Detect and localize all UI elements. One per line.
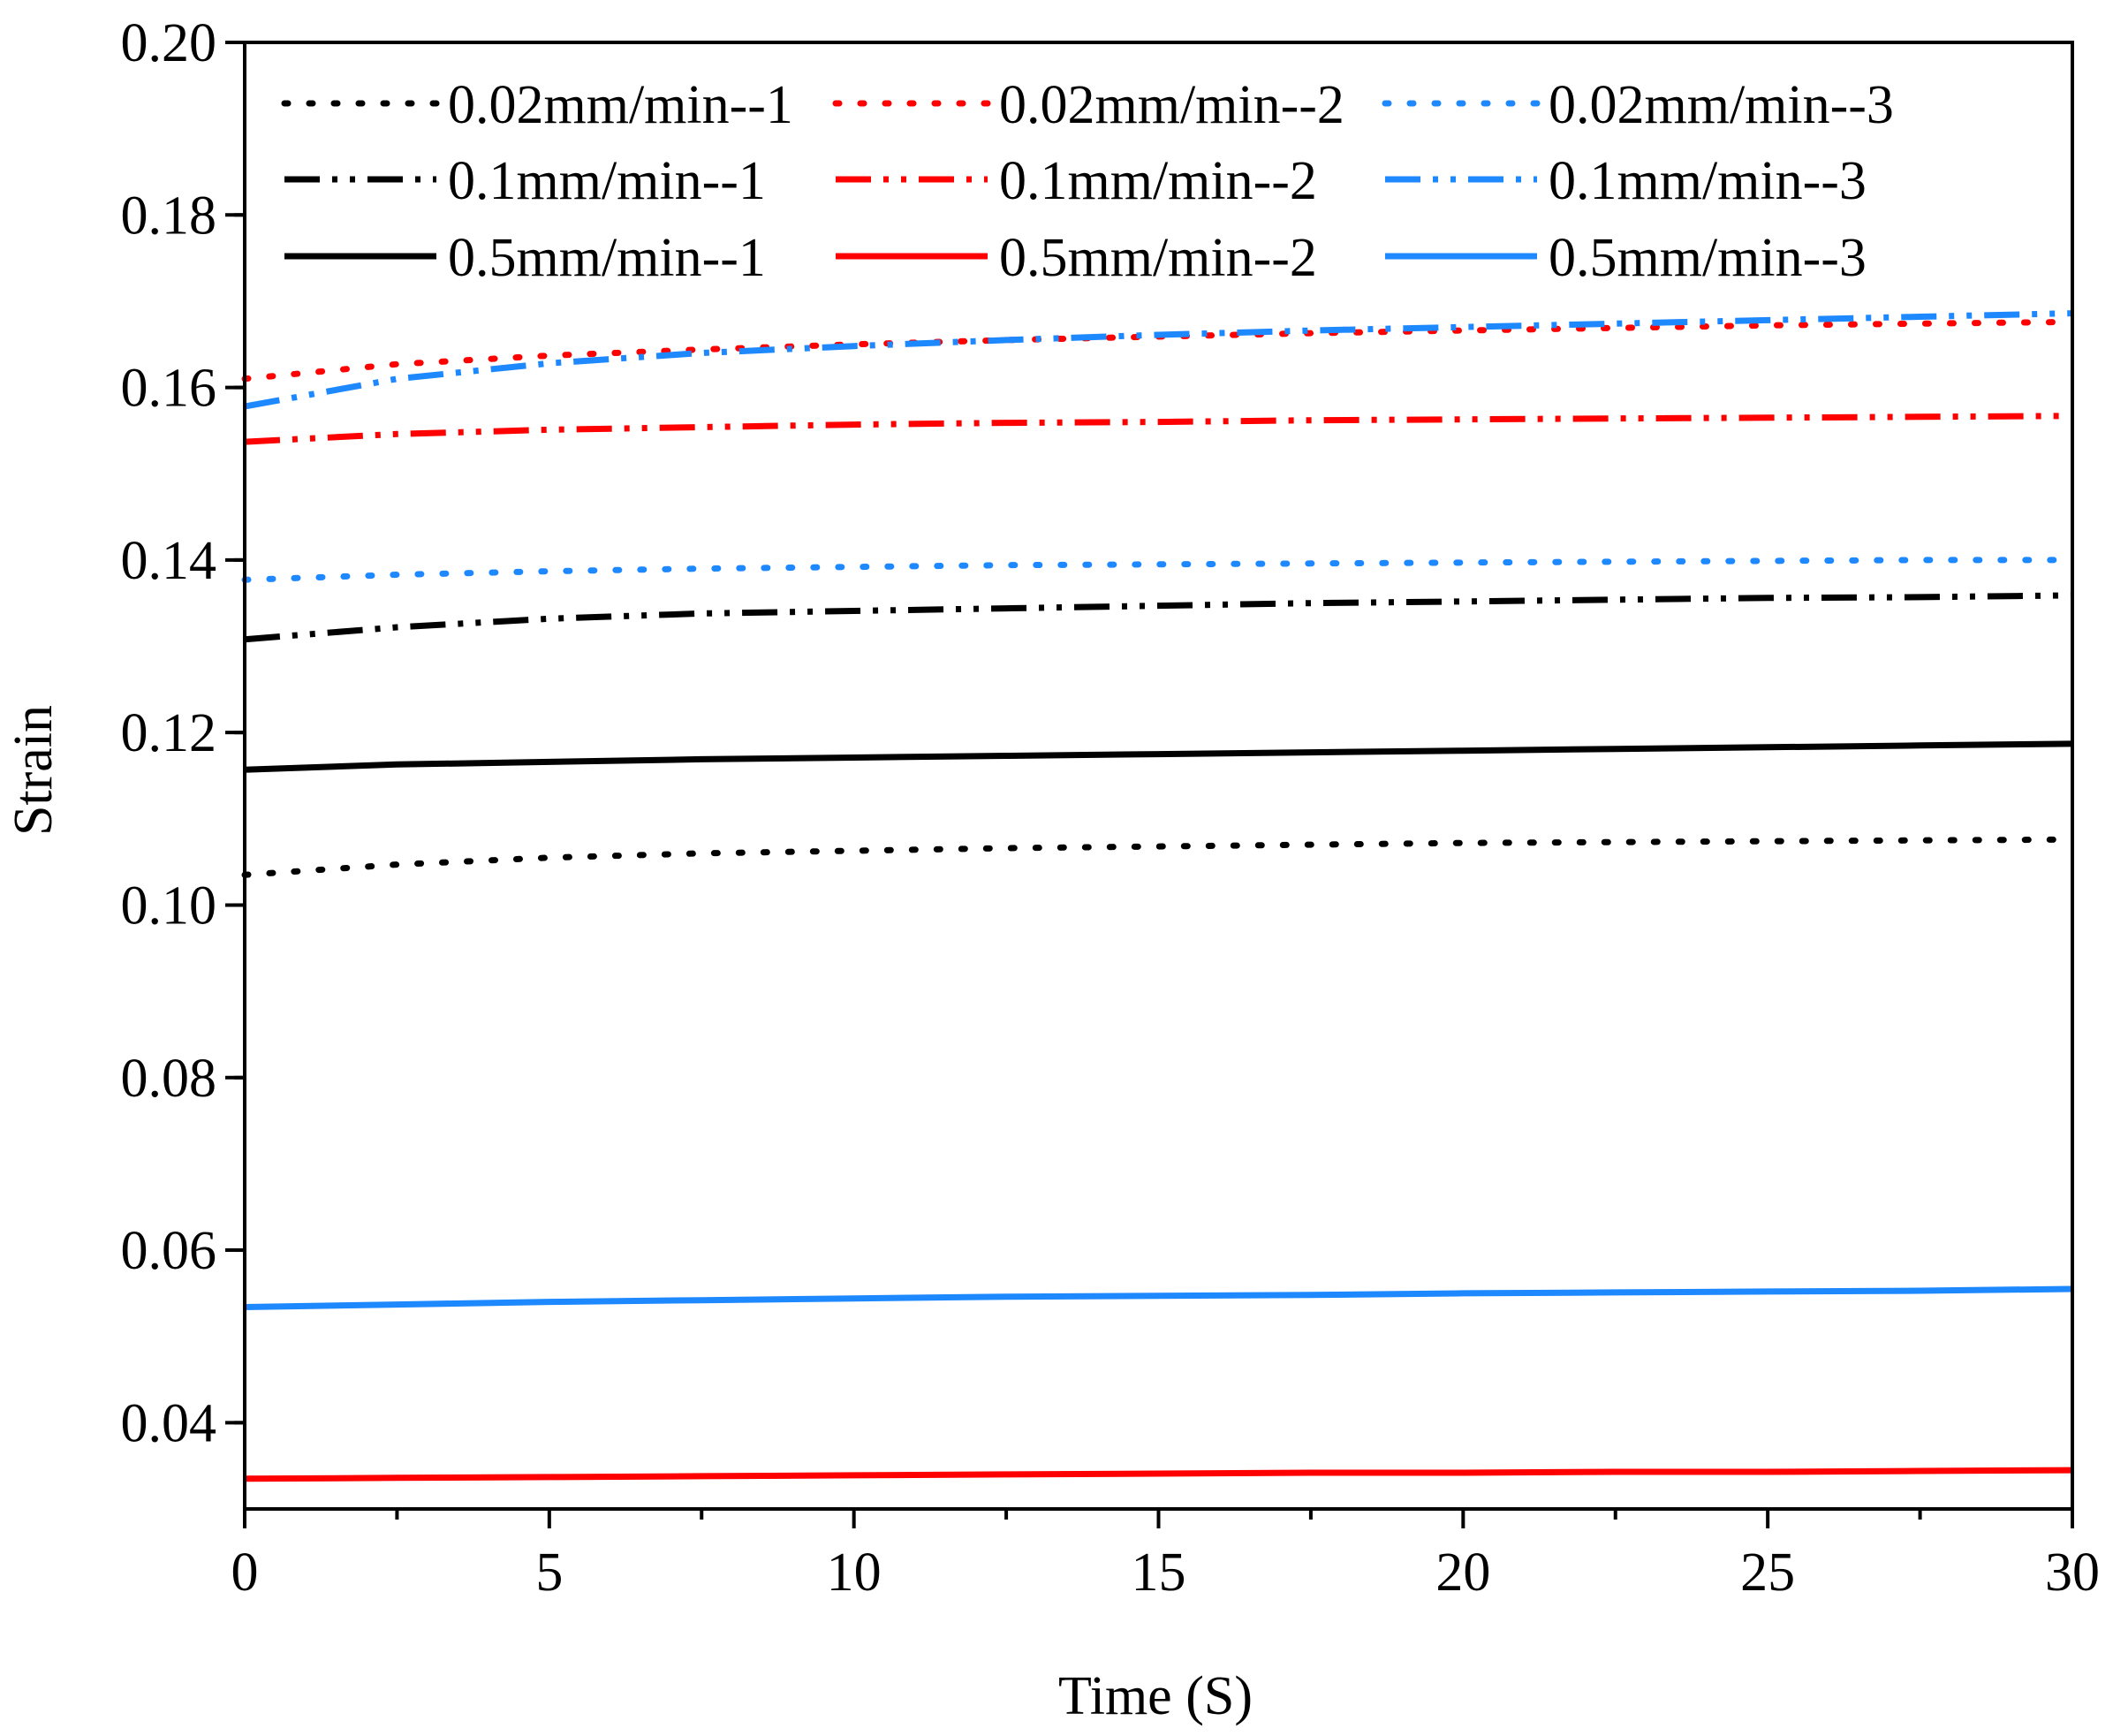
series-line-9 (244, 1285, 2073, 1310)
series-line-8 (244, 1467, 2073, 1482)
x-axis-title: Time (S) (1058, 1666, 1253, 1726)
legend-label-8: 0.5mm/min--2 (999, 228, 1317, 288)
x-tick-label: 20 (1435, 1543, 1490, 1603)
x-tick-label: 15 (1132, 1543, 1186, 1603)
legend-label-2: 0.02mm/min--2 (999, 75, 1344, 135)
y-tick-label: 0.14 (121, 531, 217, 591)
legend-label-6: 0.1mm/min--3 (1549, 151, 1867, 211)
series-line-6 (244, 310, 2073, 410)
axes-layer: 0 5 10 15 20 25 30 0.04 0.06 0.08 0.10 0.12 0.14 0.16… (121, 13, 2101, 1603)
series-line-1 (241, 836, 2076, 878)
series-layer (241, 310, 2076, 1482)
y-tick-label: 0.12 (121, 703, 217, 763)
y-tick-label: 0.10 (121, 876, 217, 936)
y-tick-label: 0.16 (121, 359, 217, 419)
legend-label-1: 0.02mm/min--1 (448, 75, 793, 135)
legend-label-5: 0.1mm/min--2 (999, 151, 1317, 211)
series-line-7 (244, 740, 2073, 773)
legend: 0.02mm/min--1 0.02mm/min--2 0.02mm/min--3 0… (281, 75, 1894, 288)
x-tick-label: 25 (1740, 1543, 1795, 1603)
y-axis-title: Strain (4, 705, 64, 836)
y-tick-label: 0.18 (121, 186, 217, 246)
series-line-3 (241, 557, 2076, 583)
legend-label-3: 0.02mm/min--3 (1549, 75, 1894, 135)
legend-label-4: 0.1mm/min--1 (448, 151, 766, 211)
x-tick-label: 30 (2045, 1543, 2100, 1603)
x-tick-label: 0 (231, 1543, 259, 1603)
series-line-4 (244, 592, 2073, 643)
x-tick-label: 5 (535, 1543, 563, 1603)
series-line-2 (241, 318, 2076, 383)
legend-label-9: 0.5mm/min--3 (1549, 228, 1867, 288)
x-tick-label: 10 (827, 1543, 882, 1603)
series-line-5 (244, 413, 2073, 445)
y-tick-label: 0.04 (121, 1393, 217, 1453)
y-tick-label: 0.08 (121, 1049, 217, 1109)
y-tick-label: 0.06 (121, 1221, 217, 1281)
y-tick-label: 0.20 (121, 13, 217, 73)
legend-label-7: 0.5mm/min--1 (448, 228, 766, 288)
